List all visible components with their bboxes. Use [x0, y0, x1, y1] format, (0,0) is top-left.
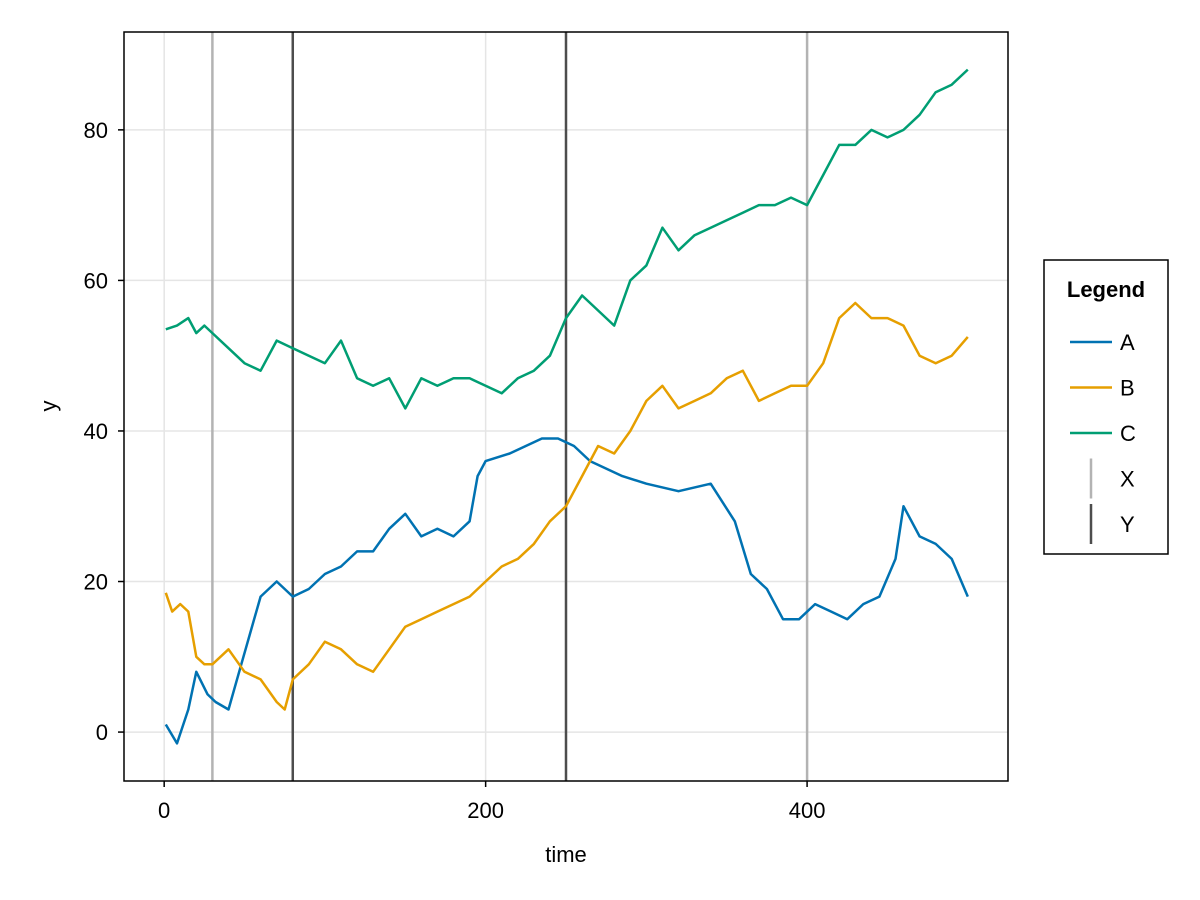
legend-label-y: Y — [1120, 512, 1135, 537]
y-tick-label: 80 — [84, 118, 108, 143]
x-tick-label: 200 — [467, 798, 504, 823]
legend-title: Legend — [1067, 277, 1145, 302]
legend-box — [1043, 259, 1169, 555]
x-tick-label: 400 — [789, 798, 826, 823]
y-tick-label: 0 — [96, 720, 108, 745]
series-line-a — [164, 437, 969, 745]
y-tick-label: 20 — [84, 570, 108, 595]
vertical-lines — [211, 32, 809, 781]
y-tick-label: 40 — [84, 419, 108, 444]
x-axis-ticks: 0 200 400 — [158, 781, 825, 823]
x-tick-label: 0 — [158, 798, 170, 823]
y-tick-label: 60 — [84, 268, 108, 293]
series-line-c — [165, 68, 969, 410]
legend-label-b: B — [1120, 376, 1135, 401]
x-axis-label: time — [545, 842, 587, 867]
legend-label-x: X — [1120, 467, 1135, 492]
legend-label-c: C — [1120, 421, 1136, 446]
series-lines — [164, 68, 969, 745]
legend-label-a: A — [1120, 330, 1135, 355]
y-axis-label: y — [36, 401, 61, 412]
plot-frame — [123, 31, 1009, 782]
y-axis-ticks: 0 20 40 60 80 — [84, 118, 124, 745]
series-line-b — [164, 301, 969, 711]
